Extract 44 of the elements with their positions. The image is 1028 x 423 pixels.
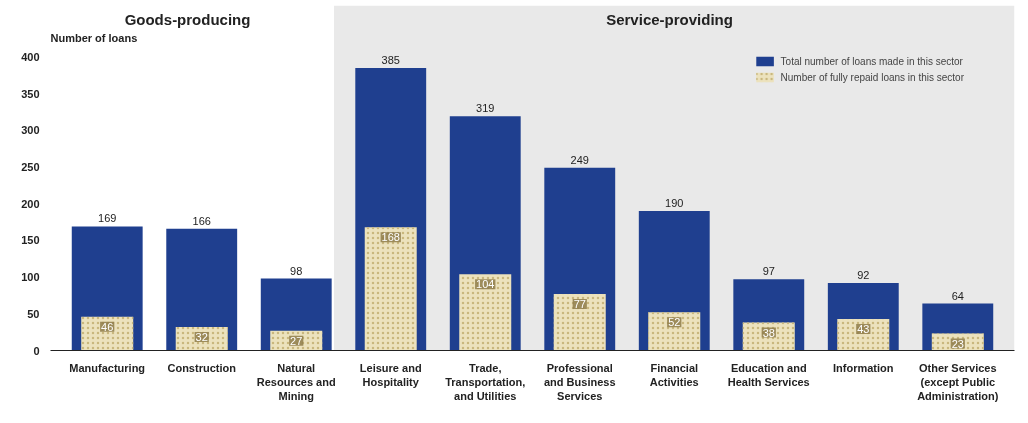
x-tick-label: Education and Health Services xyxy=(727,361,810,388)
data-label: 169 xyxy=(98,212,117,225)
data-label: 43 xyxy=(857,322,870,335)
data-label: 52 xyxy=(668,316,681,329)
y-tick-label: 350 xyxy=(21,87,40,100)
legend-label: Number of fully repaid loans in this sector xyxy=(780,71,964,83)
data-label: 38 xyxy=(762,326,775,339)
data-label: 104 xyxy=(476,278,495,291)
legend-label: Total number of loans made in this sector xyxy=(780,55,963,67)
y-axis-title: Number of loans xyxy=(50,31,138,44)
x-tick-label: Professional and Business Services xyxy=(543,361,616,403)
data-label: 32 xyxy=(195,331,208,344)
x-tick-label: Construction xyxy=(167,361,237,374)
y-tick-label: 200 xyxy=(21,197,40,210)
y-tick-label: 400 xyxy=(21,50,40,63)
data-label: 97 xyxy=(762,265,775,278)
data-label: 168 xyxy=(381,231,400,244)
x-tick-label: Other Services (except Public Administration) xyxy=(917,361,999,403)
y-tick-label: 0 xyxy=(33,344,40,357)
x-tick-label: Financial Activities xyxy=(649,361,699,388)
data-label: 27 xyxy=(290,334,303,347)
x-tick-label: Trade, Transportation, and Utilities xyxy=(445,361,526,403)
y-tick-label: 100 xyxy=(21,271,40,284)
data-label: 98 xyxy=(290,264,303,277)
x-tick-label: Information xyxy=(833,361,894,374)
data-label: 385 xyxy=(381,53,400,66)
x-tick-label: Natural Resources and Mining xyxy=(256,361,336,403)
data-label: 46 xyxy=(101,320,114,333)
y-tick-label: 250 xyxy=(21,160,40,173)
data-label: 23 xyxy=(951,337,964,350)
y-tick-label: 50 xyxy=(27,307,40,320)
data-label: 319 xyxy=(476,102,495,115)
data-label: 92 xyxy=(857,268,870,281)
y-tick-label: 300 xyxy=(21,124,40,137)
data-label: 190 xyxy=(665,197,684,210)
data-label: 249 xyxy=(570,153,589,166)
data-label: 166 xyxy=(192,214,211,227)
data-label: 77 xyxy=(573,297,586,310)
x-tick-label: Leisure and Hospitality xyxy=(359,361,422,388)
annotation: Goods-producing xyxy=(124,11,251,29)
band-label: Service-providing xyxy=(606,11,733,29)
x-tick-label: Manufacturing xyxy=(69,361,146,374)
y-tick-label: 150 xyxy=(21,234,40,247)
data-label: 64 xyxy=(951,289,964,302)
